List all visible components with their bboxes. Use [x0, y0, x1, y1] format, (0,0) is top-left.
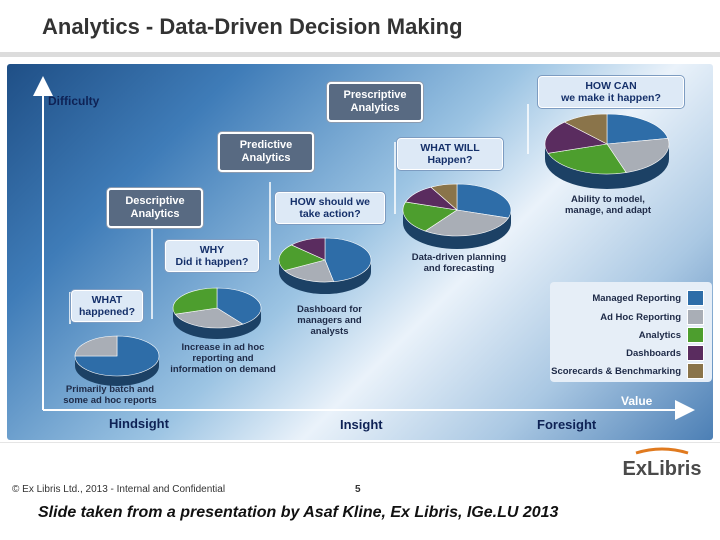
how-should-box: HOW should we take action? — [275, 192, 385, 224]
pie-slice — [278, 244, 326, 271]
diagram-canvas — [33, 76, 695, 420]
legend-label: Analytics — [638, 329, 681, 341]
descriptive-analytics-box: Descriptive Analytics — [107, 188, 203, 228]
slide-title: Analytics - Data-Driven Decision Making — [42, 14, 463, 39]
exlibris-logo: ExLibris — [623, 447, 702, 480]
caption-dashboard: Dashboard for managers and analysts — [297, 304, 362, 337]
pie-slice — [456, 183, 512, 219]
page-number: 5 — [355, 484, 361, 495]
pie-2 — [172, 287, 262, 339]
source-note: Slide taken from a presentation by Asaf … — [38, 504, 559, 521]
logo-text: ExLibris — [623, 458, 702, 480]
pie-slice — [402, 201, 458, 232]
caption-ad-hoc: Increase in ad hoc reporting and informa… — [170, 342, 276, 375]
pie-slice — [547, 143, 627, 175]
caption-ability: Ability to model, manage, and adapt — [564, 194, 652, 216]
caption-batch: Primarily batch and some ad hoc reports — [63, 384, 157, 406]
why-box: WHY Did it happen? — [165, 240, 259, 272]
legend-swatch — [687, 363, 704, 379]
legend-item-analytics: Analytics — [639, 327, 704, 343]
pie-slice — [216, 287, 262, 325]
legend-item-scorecards: Scorecards & Benchmarking — [551, 363, 704, 379]
pie-slice — [284, 259, 335, 283]
pie-slice — [544, 121, 608, 154]
legend-item-ad-hoc-reporting: Ad Hoc Reporting — [600, 309, 704, 325]
pie-slice — [174, 307, 244, 329]
pie-slice — [290, 237, 326, 261]
analytics-diagram: Difficulty Descriptive Analytics Predict… — [7, 64, 713, 440]
legend-swatch — [687, 327, 704, 343]
legend-label: Scorecards & Benchmarking — [551, 365, 681, 377]
connector-lines — [69, 104, 529, 324]
footer-copyright: © Ex Libris Ltd., 2013 - Internal and Co… — [12, 484, 226, 495]
x-label-insight: Insight — [340, 417, 383, 432]
how-can-box: HOW CAN we make it happen? — [538, 76, 684, 108]
what-happened-box: WHAT happened? — [71, 290, 143, 322]
legend-label: Dashboards — [626, 347, 681, 359]
pie-slice — [430, 183, 458, 211]
predictive-analytics-box: Predictive Analytics — [218, 132, 314, 172]
pie-slice — [74, 335, 118, 357]
pie-slice — [606, 113, 669, 145]
legend-item-managed-reporting: Managed Reporting — [592, 290, 704, 306]
x-label-hindsight: Hindsight — [109, 416, 169, 431]
pie-slice — [424, 209, 509, 237]
legend-label: Managed Reporting — [592, 292, 681, 304]
pie-1 — [74, 335, 160, 386]
footer-divider — [0, 442, 720, 443]
pie-slice — [74, 335, 160, 377]
legend-item-dashboards: Dashboards — [626, 345, 704, 361]
pie-slice — [324, 237, 372, 282]
pie-4 — [402, 183, 512, 249]
what-will-box: WHAT WILL Happen? — [397, 138, 503, 170]
pie-slice — [606, 138, 670, 173]
caption-planning: Data-driven planning and forecasting — [411, 252, 507, 274]
pie-slice — [172, 287, 218, 315]
pie-5 — [544, 113, 670, 189]
y-axis-label: Difficulty — [48, 94, 100, 108]
pie-slice — [563, 113, 608, 145]
legend-swatch — [687, 290, 704, 306]
legend-swatch — [687, 309, 704, 325]
x-label-foresight: Foresight — [537, 417, 597, 432]
legend: Managed Reporting Ad Hoc Reporting Analy… — [550, 282, 712, 382]
x-axis-end-label: Value — [621, 394, 653, 408]
prescriptive-analytics-box: Prescriptive Analytics — [327, 82, 423, 122]
legend-swatch — [687, 345, 704, 361]
legend-label: Ad Hoc Reporting — [600, 311, 681, 323]
pie-3 — [278, 237, 372, 294]
title-divider — [0, 52, 720, 57]
